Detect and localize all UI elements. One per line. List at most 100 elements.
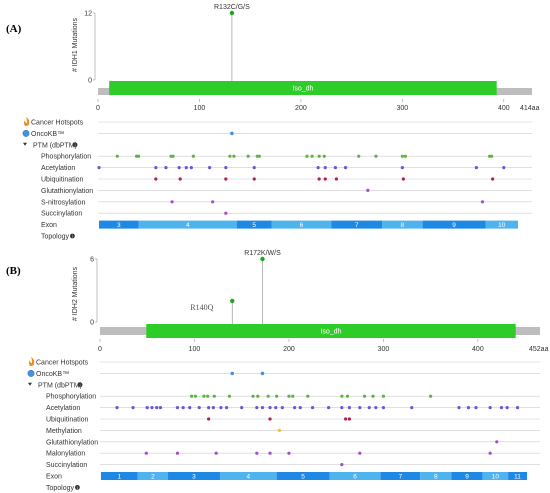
- ptm-site[interactable]: [150, 406, 154, 410]
- ptm-site[interactable]: [190, 394, 194, 398]
- ptm-site[interactable]: [358, 451, 362, 455]
- ptm-site[interactable]: [367, 406, 371, 410]
- ptm-site[interactable]: [181, 406, 185, 410]
- ptm-site[interactable]: [277, 428, 282, 432]
- ptm-site[interactable]: [251, 394, 255, 398]
- ptm-site[interactable]: [366, 188, 370, 192]
- ptm-site[interactable]: [224, 406, 229, 410]
- ptm-site[interactable]: [224, 177, 228, 181]
- ptm-site[interactable]: [466, 406, 471, 410]
- ptm-site[interactable]: [374, 154, 378, 158]
- ptm-site[interactable]: [228, 154, 232, 158]
- ptm-site[interactable]: [191, 154, 195, 158]
- ptm-site[interactable]: [154, 177, 158, 181]
- ptm-site[interactable]: [474, 166, 479, 170]
- ptm-site[interactable]: [322, 154, 326, 158]
- exon-block[interactable]: [219, 472, 277, 480]
- ptm-site[interactable]: [334, 177, 339, 181]
- ptm-site[interactable]: [155, 406, 159, 410]
- track-site[interactable]: [230, 131, 234, 136]
- ptm-site[interactable]: [206, 394, 210, 398]
- ptm-site[interactable]: [188, 406, 192, 410]
- ptm-site[interactable]: [260, 406, 265, 410]
- ptm-site[interactable]: [131, 406, 135, 410]
- exon-block[interactable]: [100, 472, 138, 480]
- ptm-site[interactable]: [410, 406, 414, 410]
- lollipop-head[interactable]: [260, 256, 265, 262]
- ptm-site[interactable]: [505, 406, 509, 410]
- ptm-site[interactable]: [202, 394, 206, 398]
- exon-block[interactable]: [168, 472, 220, 480]
- exon-block[interactable]: [382, 220, 423, 229]
- ptm-site[interactable]: [274, 406, 278, 410]
- ptm-site[interactable]: [268, 417, 272, 421]
- caret-down-icon[interactable]: [28, 382, 32, 386]
- ptm-site[interactable]: [255, 406, 259, 410]
- ptm-site[interactable]: [175, 451, 180, 455]
- ptm-site[interactable]: [211, 200, 215, 204]
- ptm-site[interactable]: [495, 440, 499, 444]
- ptm-site[interactable]: [219, 406, 223, 410]
- ptm-site[interactable]: [358, 406, 362, 410]
- ptm-site[interactable]: [207, 166, 212, 170]
- ptm-site[interactable]: [480, 200, 485, 204]
- ptm-site[interactable]: [97, 166, 101, 170]
- ptm-site[interactable]: [488, 406, 492, 410]
- ptm-site[interactable]: [310, 406, 315, 410]
- ptm-site[interactable]: [340, 394, 344, 398]
- ptm-site[interactable]: [255, 451, 259, 455]
- ptm-site[interactable]: [252, 166, 256, 170]
- ptm-site[interactable]: [323, 166, 327, 170]
- ptm-site[interactable]: [291, 394, 295, 398]
- ptm-site[interactable]: [144, 451, 148, 455]
- exon-block[interactable]: [485, 220, 518, 229]
- lollipop-head[interactable]: [230, 298, 235, 304]
- ptm-site[interactable]: [403, 154, 407, 158]
- ptm-site[interactable]: [488, 451, 492, 455]
- ptm-site[interactable]: [515, 406, 520, 410]
- ptm-site[interactable]: [491, 177, 495, 181]
- exon-block[interactable]: [331, 220, 383, 229]
- ptm-site[interactable]: [340, 406, 344, 410]
- exon-block[interactable]: [329, 472, 381, 480]
- track-site[interactable]: [230, 371, 235, 376]
- ptm-site[interactable]: [280, 406, 284, 410]
- ptm-site[interactable]: [212, 394, 216, 398]
- ptm-site[interactable]: [227, 394, 232, 398]
- ptm-site[interactable]: [170, 200, 174, 204]
- ptm-site[interactable]: [240, 406, 244, 410]
- caret-down-icon[interactable]: [23, 142, 27, 146]
- ptm-site[interactable]: [193, 394, 198, 398]
- ptm-site[interactable]: [400, 154, 404, 158]
- exon-block[interactable]: [508, 472, 527, 480]
- exon-block[interactable]: [482, 472, 509, 480]
- ptm-site[interactable]: [175, 406, 180, 410]
- ptm-site[interactable]: [474, 406, 478, 410]
- ptm-site[interactable]: [374, 406, 378, 410]
- ptm-site[interactable]: [344, 417, 348, 421]
- ptm-site[interactable]: [357, 154, 361, 158]
- ptm-site[interactable]: [316, 166, 320, 170]
- ptm-site[interactable]: [177, 166, 181, 170]
- ptm-site[interactable]: [211, 406, 215, 410]
- ptm-site[interactable]: [371, 394, 375, 398]
- ptm-site[interactable]: [115, 154, 119, 158]
- ptm-site[interactable]: [287, 451, 291, 455]
- ptm-site[interactable]: [317, 154, 321, 158]
- domain-iso-dh[interactable]: [109, 81, 497, 95]
- ptm-site[interactable]: [158, 406, 163, 410]
- ptm-site[interactable]: [502, 166, 506, 170]
- exon-block[interactable]: [99, 220, 139, 229]
- ptm-site[interactable]: [490, 154, 494, 158]
- ptm-site[interactable]: [232, 154, 236, 158]
- ptm-site[interactable]: [381, 394, 386, 398]
- exon-block[interactable]: [451, 472, 483, 480]
- ptm-site[interactable]: [256, 394, 260, 398]
- ptm-site[interactable]: [343, 166, 348, 170]
- ptm-site[interactable]: [164, 166, 168, 170]
- ptm-site[interactable]: [184, 166, 188, 170]
- ptm-site[interactable]: [214, 451, 218, 455]
- ptm-site[interactable]: [178, 177, 182, 181]
- exon-block[interactable]: [137, 472, 169, 480]
- exon-block[interactable]: [271, 220, 332, 229]
